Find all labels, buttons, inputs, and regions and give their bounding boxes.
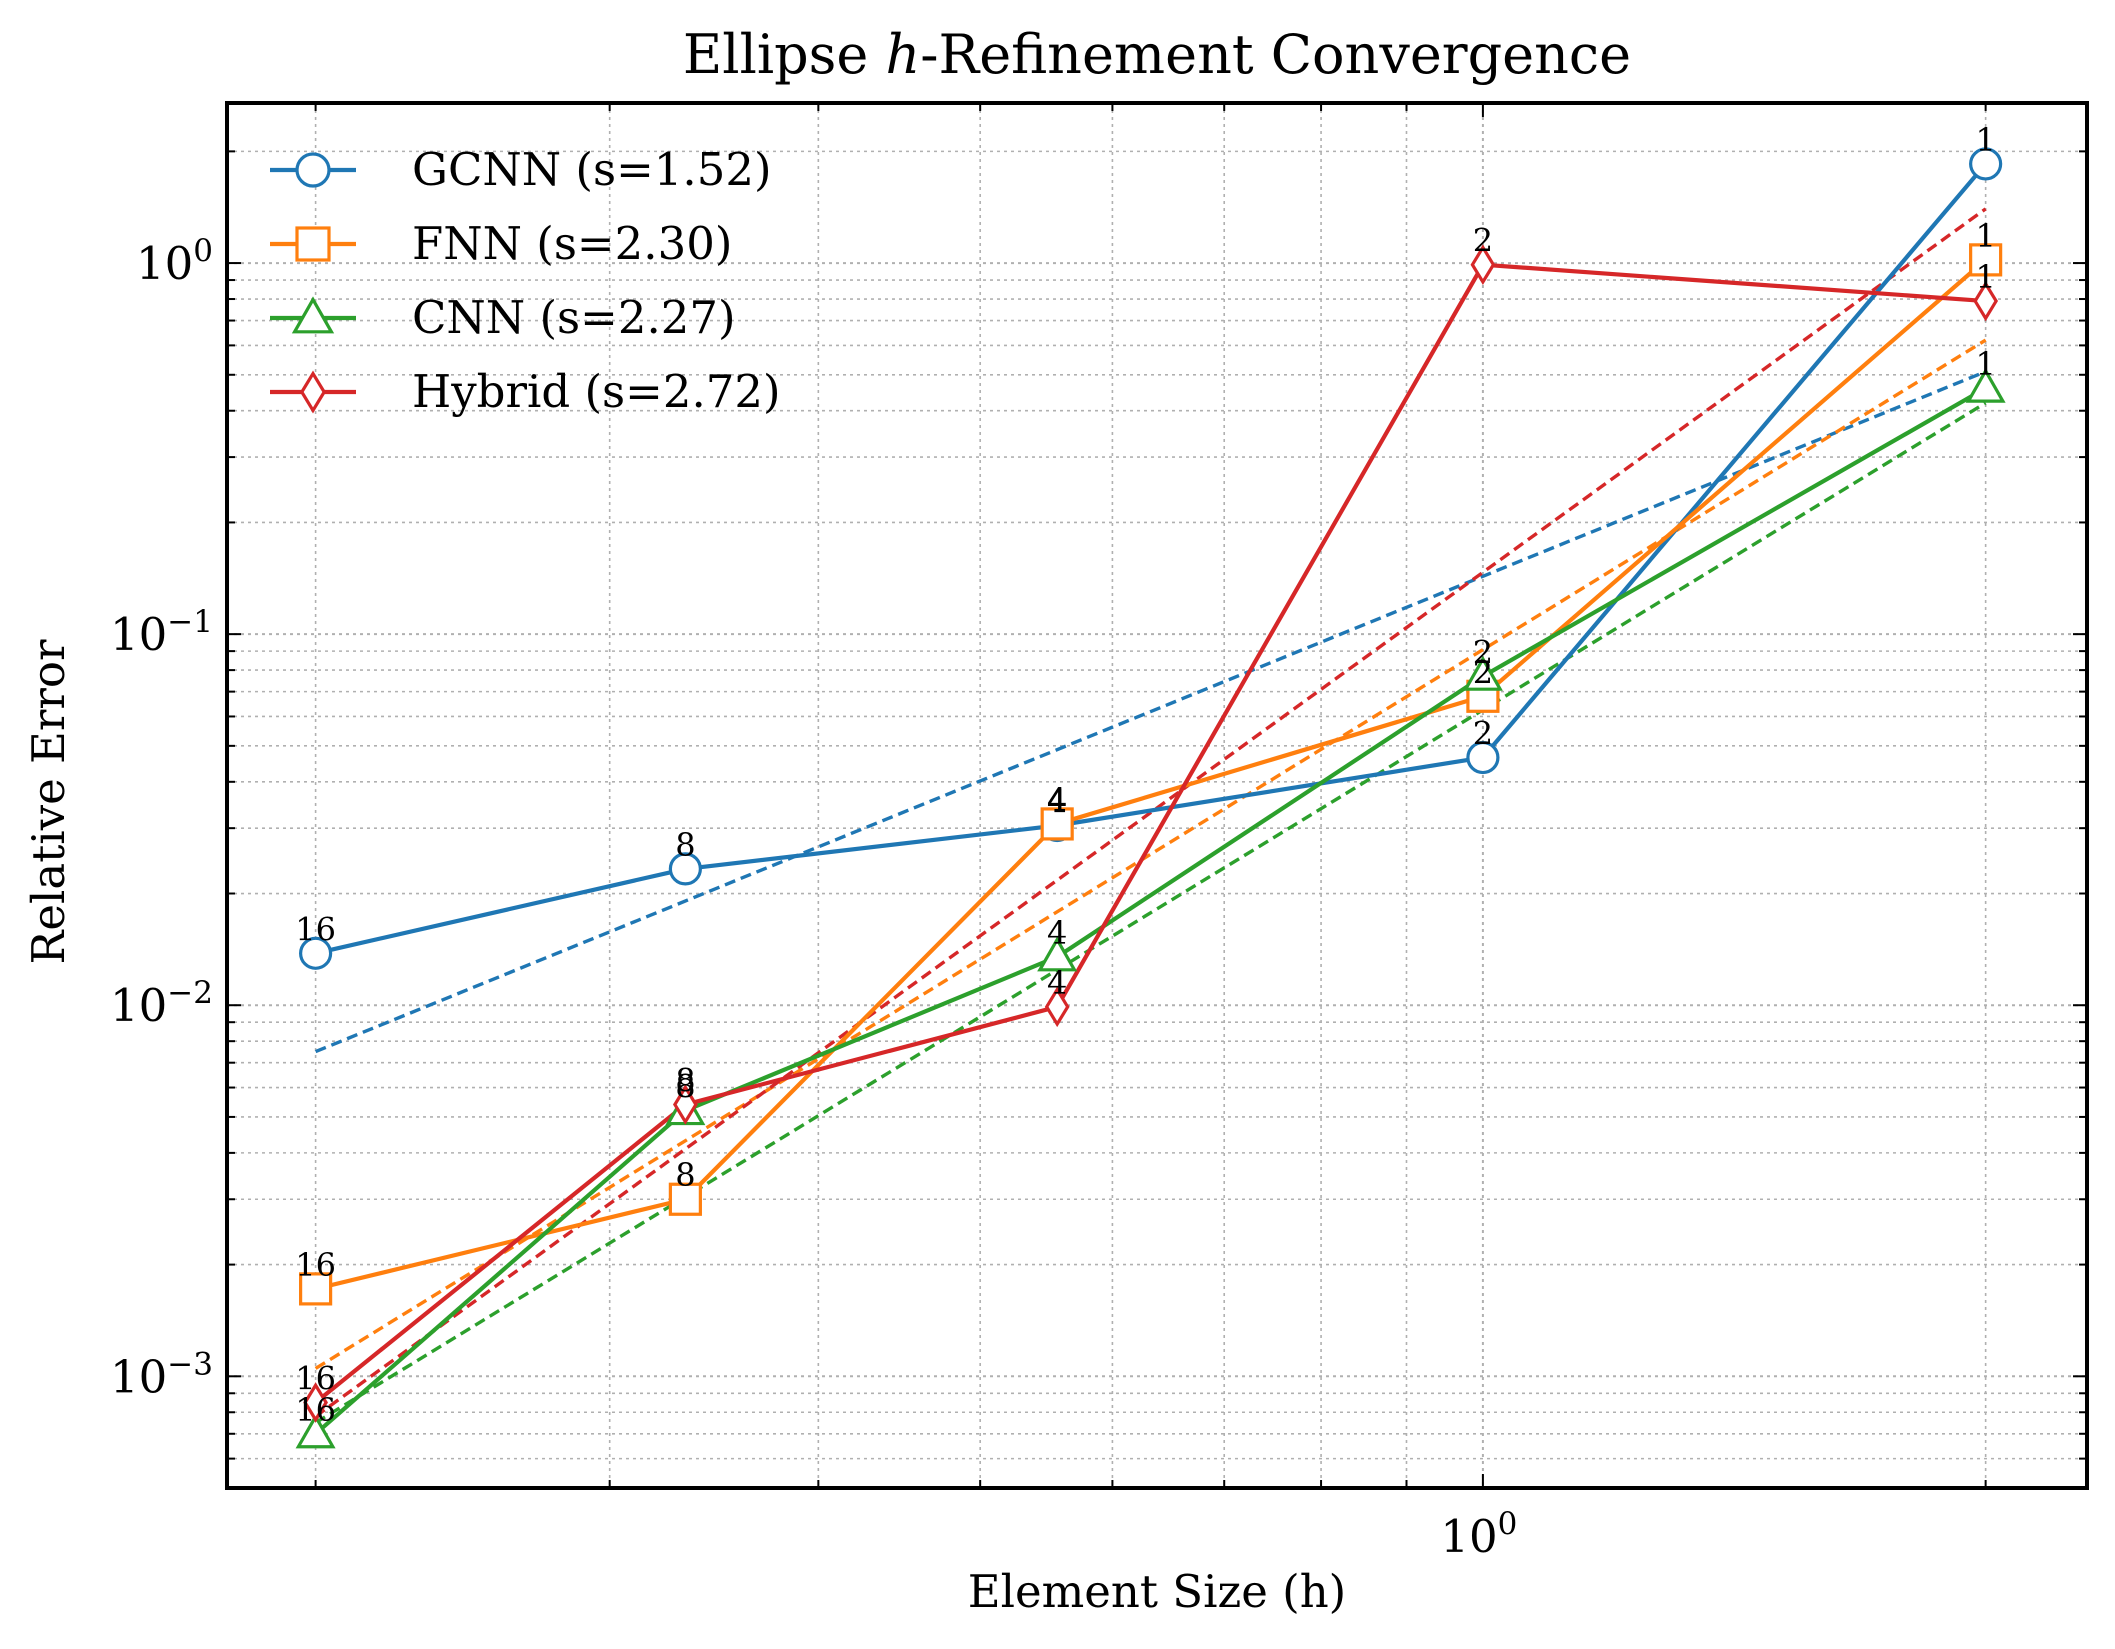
marker-diamond <box>673 1084 698 1125</box>
marker-square <box>1969 243 2003 277</box>
marker-triangle <box>1037 936 1078 972</box>
legend-label: FNN (s=2.30) <box>412 217 732 270</box>
y-tick-label: 100 <box>136 233 213 290</box>
marker-square <box>1040 807 1074 841</box>
chart-title: Ellipse h-Refinement Convergence <box>683 23 1631 86</box>
legend-entry-3: Hybrid (s=2.72) <box>270 365 781 418</box>
point-label: 8 <box>675 1156 695 1194</box>
point-label: 2 <box>1473 222 1493 260</box>
fit-line-1 <box>314 338 1987 1370</box>
point-label: 1 <box>1975 258 1995 296</box>
point-label: 4 <box>1047 964 1067 1002</box>
x-axis-label: Element Size (h) <box>968 1565 1347 1618</box>
fit-line-0 <box>314 370 1987 1054</box>
grid-layer <box>227 103 2087 1489</box>
point-label: 2 <box>1473 633 1493 671</box>
point-label: 8 <box>675 1068 695 1106</box>
marker-triangle <box>1965 367 2006 403</box>
point-label: 4 <box>1047 914 1067 952</box>
marker-circle <box>299 936 333 970</box>
marker-triangle <box>1462 655 1503 691</box>
marker-triangle <box>295 1413 336 1449</box>
point-label: 2 <box>1473 653 1493 691</box>
y-tick-label: 10−3 <box>110 1346 213 1403</box>
point-label: 4 <box>1047 781 1067 819</box>
marker-square <box>295 226 331 262</box>
legend-label: CNN (s=2.27) <box>412 291 736 344</box>
marker-triangle <box>291 296 335 334</box>
tick-labels: 100 10−3 10−2 10−1 100 <box>110 233 1517 1563</box>
point-label: 1 <box>1975 345 1995 383</box>
legend-entry-2: CNN (s=2.27) <box>270 291 736 344</box>
marker-diamond <box>1470 244 1496 286</box>
point-label: 16 <box>295 1246 336 1284</box>
marker-circle <box>295 152 331 188</box>
legend-label: Hybrid (s=2.72) <box>412 365 781 418</box>
y-tick-label: 10−2 <box>110 975 213 1032</box>
x-tick-label: 100 <box>1440 1506 1517 1563</box>
point-label: 1 <box>1975 121 1995 159</box>
y-tick-label: 10−1 <box>110 604 213 661</box>
marker-circle <box>668 852 702 886</box>
legend-label: GCNN (s=1.52) <box>412 143 772 196</box>
point-label: 1 <box>1975 217 1995 255</box>
marker-circle <box>1969 147 2003 181</box>
point-label: 16 <box>295 1359 336 1397</box>
point-label: 4 <box>1047 783 1067 821</box>
marker-diamond <box>1044 986 1070 1028</box>
marker-diamond <box>1973 280 1999 322</box>
legend-entry-1: FNN (s=2.30) <box>270 217 732 270</box>
point-label: 16 <box>295 1391 336 1429</box>
point-label: 8 <box>675 1062 695 1100</box>
marker-square <box>299 1272 333 1306</box>
point-label: 2 <box>1473 715 1493 753</box>
legend-entry-0: GCNN (s=1.52) <box>270 143 772 196</box>
point-label: 16 <box>295 910 336 948</box>
fit-line-2 <box>314 401 1987 1425</box>
data-markers <box>295 147 2006 1449</box>
point-label: 8 <box>675 826 695 864</box>
marker-diamond <box>299 370 327 414</box>
marker-diamond <box>303 1382 328 1423</box>
legend: GCNN (s=1.52) FNN (s=2.30) CNN (s=2.27) Hyb… <box>270 143 781 418</box>
marker-square <box>668 1182 702 1216</box>
plot-frame <box>225 101 2089 1490</box>
marker-circle <box>1466 740 1500 775</box>
y-axis-label: Relative Error <box>22 639 75 965</box>
